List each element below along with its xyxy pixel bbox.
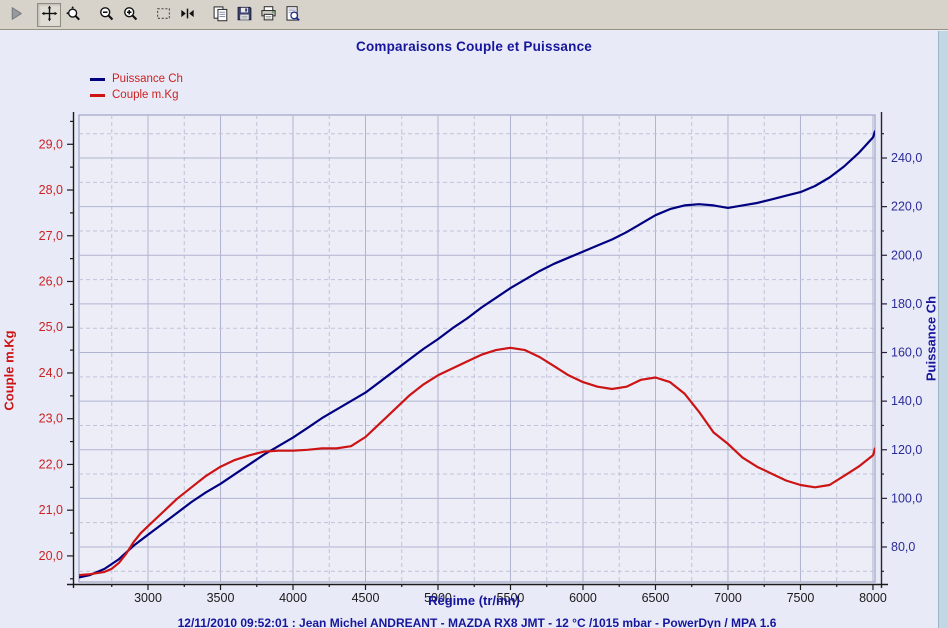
puissance-line-swatch bbox=[90, 77, 105, 81]
zoom-out-button[interactable] bbox=[94, 3, 118, 27]
puissance-curve bbox=[79, 130, 875, 579]
y-left-tick-label: 20,0 bbox=[39, 549, 63, 563]
y-right-tick-label: 240,0 bbox=[891, 151, 922, 165]
x-axis-title: Régime (tr/mn) bbox=[428, 593, 520, 608]
y-left-tick-label: 27,0 bbox=[39, 229, 63, 243]
select-region-button[interactable] bbox=[151, 3, 175, 27]
y-right-tick-label: 100,0 bbox=[891, 491, 922, 505]
save-button[interactable] bbox=[232, 3, 256, 27]
x-tick-label: 4500 bbox=[352, 591, 380, 605]
x-tick-label: 7500 bbox=[787, 591, 815, 605]
plot-canvas[interactable]: 3000 3500 4000 4500 5000 5500 6000 6500 7000 7500… bbox=[0, 31, 948, 628]
legend-item-couple: Couple m.Kg bbox=[90, 87, 183, 103]
y-right-tick-label: 220,0 bbox=[891, 200, 922, 214]
y-right-tick-label: 200,0 bbox=[891, 248, 922, 262]
save-icon bbox=[236, 5, 253, 25]
chart-area[interactable]: 3000 3500 4000 4500 5000 5500 6000 6500 7000 7500… bbox=[0, 31, 948, 628]
chart-title: Comparaisons Couple et Puissance bbox=[356, 39, 592, 54]
y-right-tick-label: 180,0 bbox=[891, 297, 922, 311]
y-right-tick-label: 120,0 bbox=[891, 443, 922, 457]
legend-label-puissance: Puissance Ch bbox=[112, 73, 183, 85]
zoom-out-icon bbox=[98, 5, 115, 25]
x-tick-label: 4000 bbox=[279, 591, 307, 605]
print-icon bbox=[260, 5, 277, 25]
plot-background bbox=[78, 114, 876, 583]
toolbar bbox=[0, 0, 948, 30]
window-edge-strip bbox=[938, 31, 948, 628]
y-right-tick-label: 160,0 bbox=[891, 346, 922, 360]
couple-line-swatch bbox=[90, 93, 105, 97]
zoom-window-button[interactable] bbox=[61, 3, 85, 27]
run-button[interactable] bbox=[4, 3, 28, 27]
y-left-tick-label: 22,0 bbox=[39, 457, 63, 471]
print-preview-icon bbox=[284, 5, 301, 25]
x-tick-label: 5500 bbox=[497, 591, 525, 605]
x-tick-label: 7000 bbox=[714, 591, 742, 605]
y-left-tick-label: 23,0 bbox=[39, 412, 63, 426]
legend-label-couple: Couple m.Kg bbox=[112, 89, 179, 101]
x-tick-label: 6000 bbox=[569, 591, 597, 605]
copy-icon bbox=[212, 5, 229, 25]
copy-button[interactable] bbox=[208, 3, 232, 27]
x-tick-label: 3000 bbox=[134, 591, 162, 605]
legend: Puissance Ch Couple m.Kg bbox=[90, 71, 183, 103]
y-right-tick-label: 140,0 bbox=[891, 394, 922, 408]
zoom-window-icon bbox=[65, 5, 82, 25]
y-left-tick-label: 24,0 bbox=[39, 366, 63, 380]
y-left-tick-label: 29,0 bbox=[39, 137, 63, 151]
play-icon bbox=[8, 5, 25, 25]
x-tick-label: 6500 bbox=[642, 591, 670, 605]
zoom-in-icon bbox=[122, 5, 139, 25]
couple-curve bbox=[79, 346, 875, 577]
legend-item-puissance: Puissance Ch bbox=[90, 71, 183, 87]
selection-rect-icon bbox=[155, 5, 172, 25]
print-preview-button[interactable] bbox=[280, 3, 304, 27]
y-right-tick-label: 80,0 bbox=[891, 540, 915, 554]
collapse-horizontal-icon bbox=[179, 5, 196, 25]
print-button[interactable] bbox=[256, 3, 280, 27]
y-left-tick-label: 21,0 bbox=[39, 503, 63, 517]
collapse-horizontal-button[interactable] bbox=[175, 3, 199, 27]
y-left-tick-label: 25,0 bbox=[39, 320, 63, 334]
x-tick-label: 8000 bbox=[859, 591, 887, 605]
footer-info: 12/11/2010 09:52:01 : Jean Michel ANDREA… bbox=[177, 616, 777, 628]
y-axis-title-couple: Couple m.Kg bbox=[1, 330, 17, 411]
pan-icon bbox=[41, 5, 58, 25]
x-tick-label: 5000 bbox=[424, 591, 452, 605]
y-left-tick-label: 26,0 bbox=[39, 274, 63, 288]
pan-button[interactable] bbox=[37, 2, 61, 27]
y-axis-title-puissance: Puissance Ch bbox=[923, 295, 939, 382]
x-tick-label: 3500 bbox=[207, 591, 235, 605]
y-left-tick-label: 28,0 bbox=[39, 183, 63, 197]
zoom-in-button[interactable] bbox=[118, 3, 142, 27]
